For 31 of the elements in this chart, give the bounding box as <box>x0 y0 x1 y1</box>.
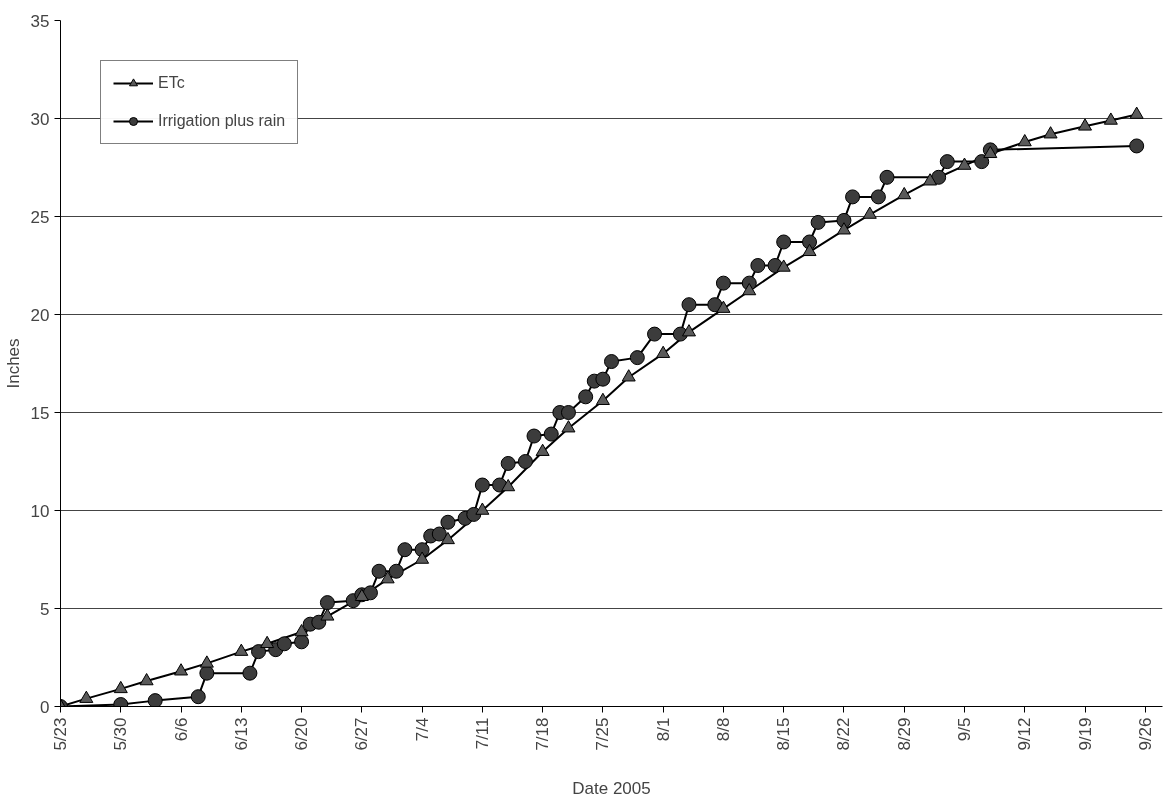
x-tick-label: 8/15 <box>774 717 794 751</box>
legend-label: Irrigation plus rain <box>158 112 286 130</box>
x-axis-title: Date 2005 <box>572 778 651 798</box>
y-tick-label: 10 <box>30 501 50 521</box>
x-tick-label: 7/25 <box>593 717 613 751</box>
x-tick-label: 7/18 <box>533 717 553 751</box>
x-tick-label: 6/6 <box>171 717 191 742</box>
y-tick-label: 5 <box>40 599 50 619</box>
x-tick-label: 9/19 <box>1075 717 1095 751</box>
y-tick-label: 25 <box>30 207 50 227</box>
x-tick-label: 5/23 <box>51 717 70 751</box>
y-tick-label: 15 <box>30 403 50 423</box>
x-tick-label: 7/4 <box>412 717 432 742</box>
x-tick-label: 8/22 <box>834 717 854 751</box>
x-tick-label: 9/26 <box>1135 717 1155 751</box>
legend-label: ETc <box>158 74 185 92</box>
x-tick-label: 6/20 <box>292 717 312 751</box>
x-tick-label: 8/29 <box>894 717 914 751</box>
y-tick-label: 20 <box>30 305 50 325</box>
x-tick-label: 8/8 <box>713 717 733 742</box>
x-tick-label: 8/1 <box>653 717 673 742</box>
y-axis-title: Inches <box>3 338 23 389</box>
y-tick-label: 30 <box>30 109 50 129</box>
y-tick-label: 0 <box>40 697 50 717</box>
x-tick-label: 9/5 <box>954 717 974 742</box>
x-tick-label: 6/27 <box>352 717 372 751</box>
x-tick-label: 5/30 <box>111 717 131 751</box>
x-tick-label: 6/13 <box>231 717 251 751</box>
x-tick-label: 7/11 <box>472 717 492 750</box>
x-tick-label: 9/12 <box>1015 717 1035 751</box>
y-tick-label: 35 <box>30 11 50 31</box>
